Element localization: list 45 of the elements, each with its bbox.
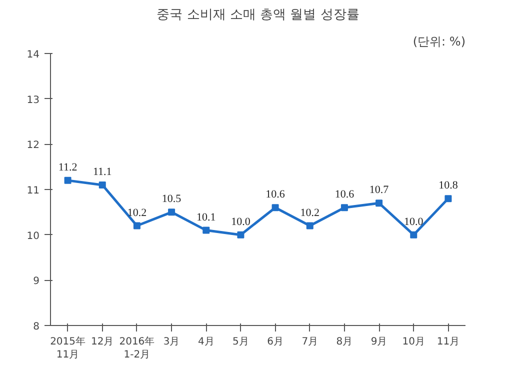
x-tick-label: 3月: [163, 336, 180, 348]
x-tick-label: 7月: [302, 336, 318, 348]
x-tick-label: 2015年 11月: [50, 336, 86, 361]
data-label: 10.5: [162, 193, 182, 206]
x-tick-label: 12月: [91, 336, 114, 348]
y-tick-label: 8: [33, 322, 40, 332]
point: [202, 226, 210, 234]
data-label: 10.6: [266, 188, 286, 201]
y-tick-label: 10: [26, 230, 40, 242]
data-label: 10.2: [300, 206, 320, 219]
point: [272, 204, 279, 212]
point: [168, 208, 176, 216]
chart-title: 중국 소비재 소매 총액 월별 성장률: [156, 8, 360, 22]
point: [410, 231, 418, 238]
x-tick-label: 11月: [436, 336, 460, 348]
data-label: 10.8: [438, 180, 458, 192]
chart-subtitle: (단위: %): [412, 34, 466, 48]
data-label: 10.2: [127, 206, 147, 219]
data-label: 10.7: [369, 184, 390, 196]
data-label: 10.0: [404, 216, 424, 228]
data-label: 11.1: [92, 166, 112, 178]
point: [64, 176, 72, 184]
y-tick-label: 12: [26, 140, 40, 152]
point: [376, 200, 383, 207]
data-label: 10.6: [334, 188, 355, 201]
x-tick-label: 10月: [402, 336, 425, 348]
point: [444, 195, 452, 202]
y-tick-label: 13: [26, 94, 40, 106]
x-tick-label: 8月: [336, 336, 353, 348]
data-label: 11.2: [58, 161, 78, 174]
point: [98, 181, 106, 188]
y-tick-label: 14: [26, 50, 40, 60]
x-tick-label: 5月: [232, 336, 249, 348]
point: [133, 222, 140, 230]
x-tick-label: 4月: [198, 336, 214, 348]
y-tick-label: 9: [33, 276, 40, 288]
data-label: 10.1: [196, 211, 216, 224]
point: [306, 222, 314, 230]
x-tick-label: 2016年 1-2月: [119, 336, 155, 361]
point: [237, 231, 244, 238]
data-label: 10.0: [231, 216, 251, 228]
point: [340, 204, 348, 212]
y-tick-label: 11: [26, 186, 40, 196]
x-tick-label: 9月: [370, 336, 388, 348]
x-tick-label: 6月: [267, 336, 284, 348]
